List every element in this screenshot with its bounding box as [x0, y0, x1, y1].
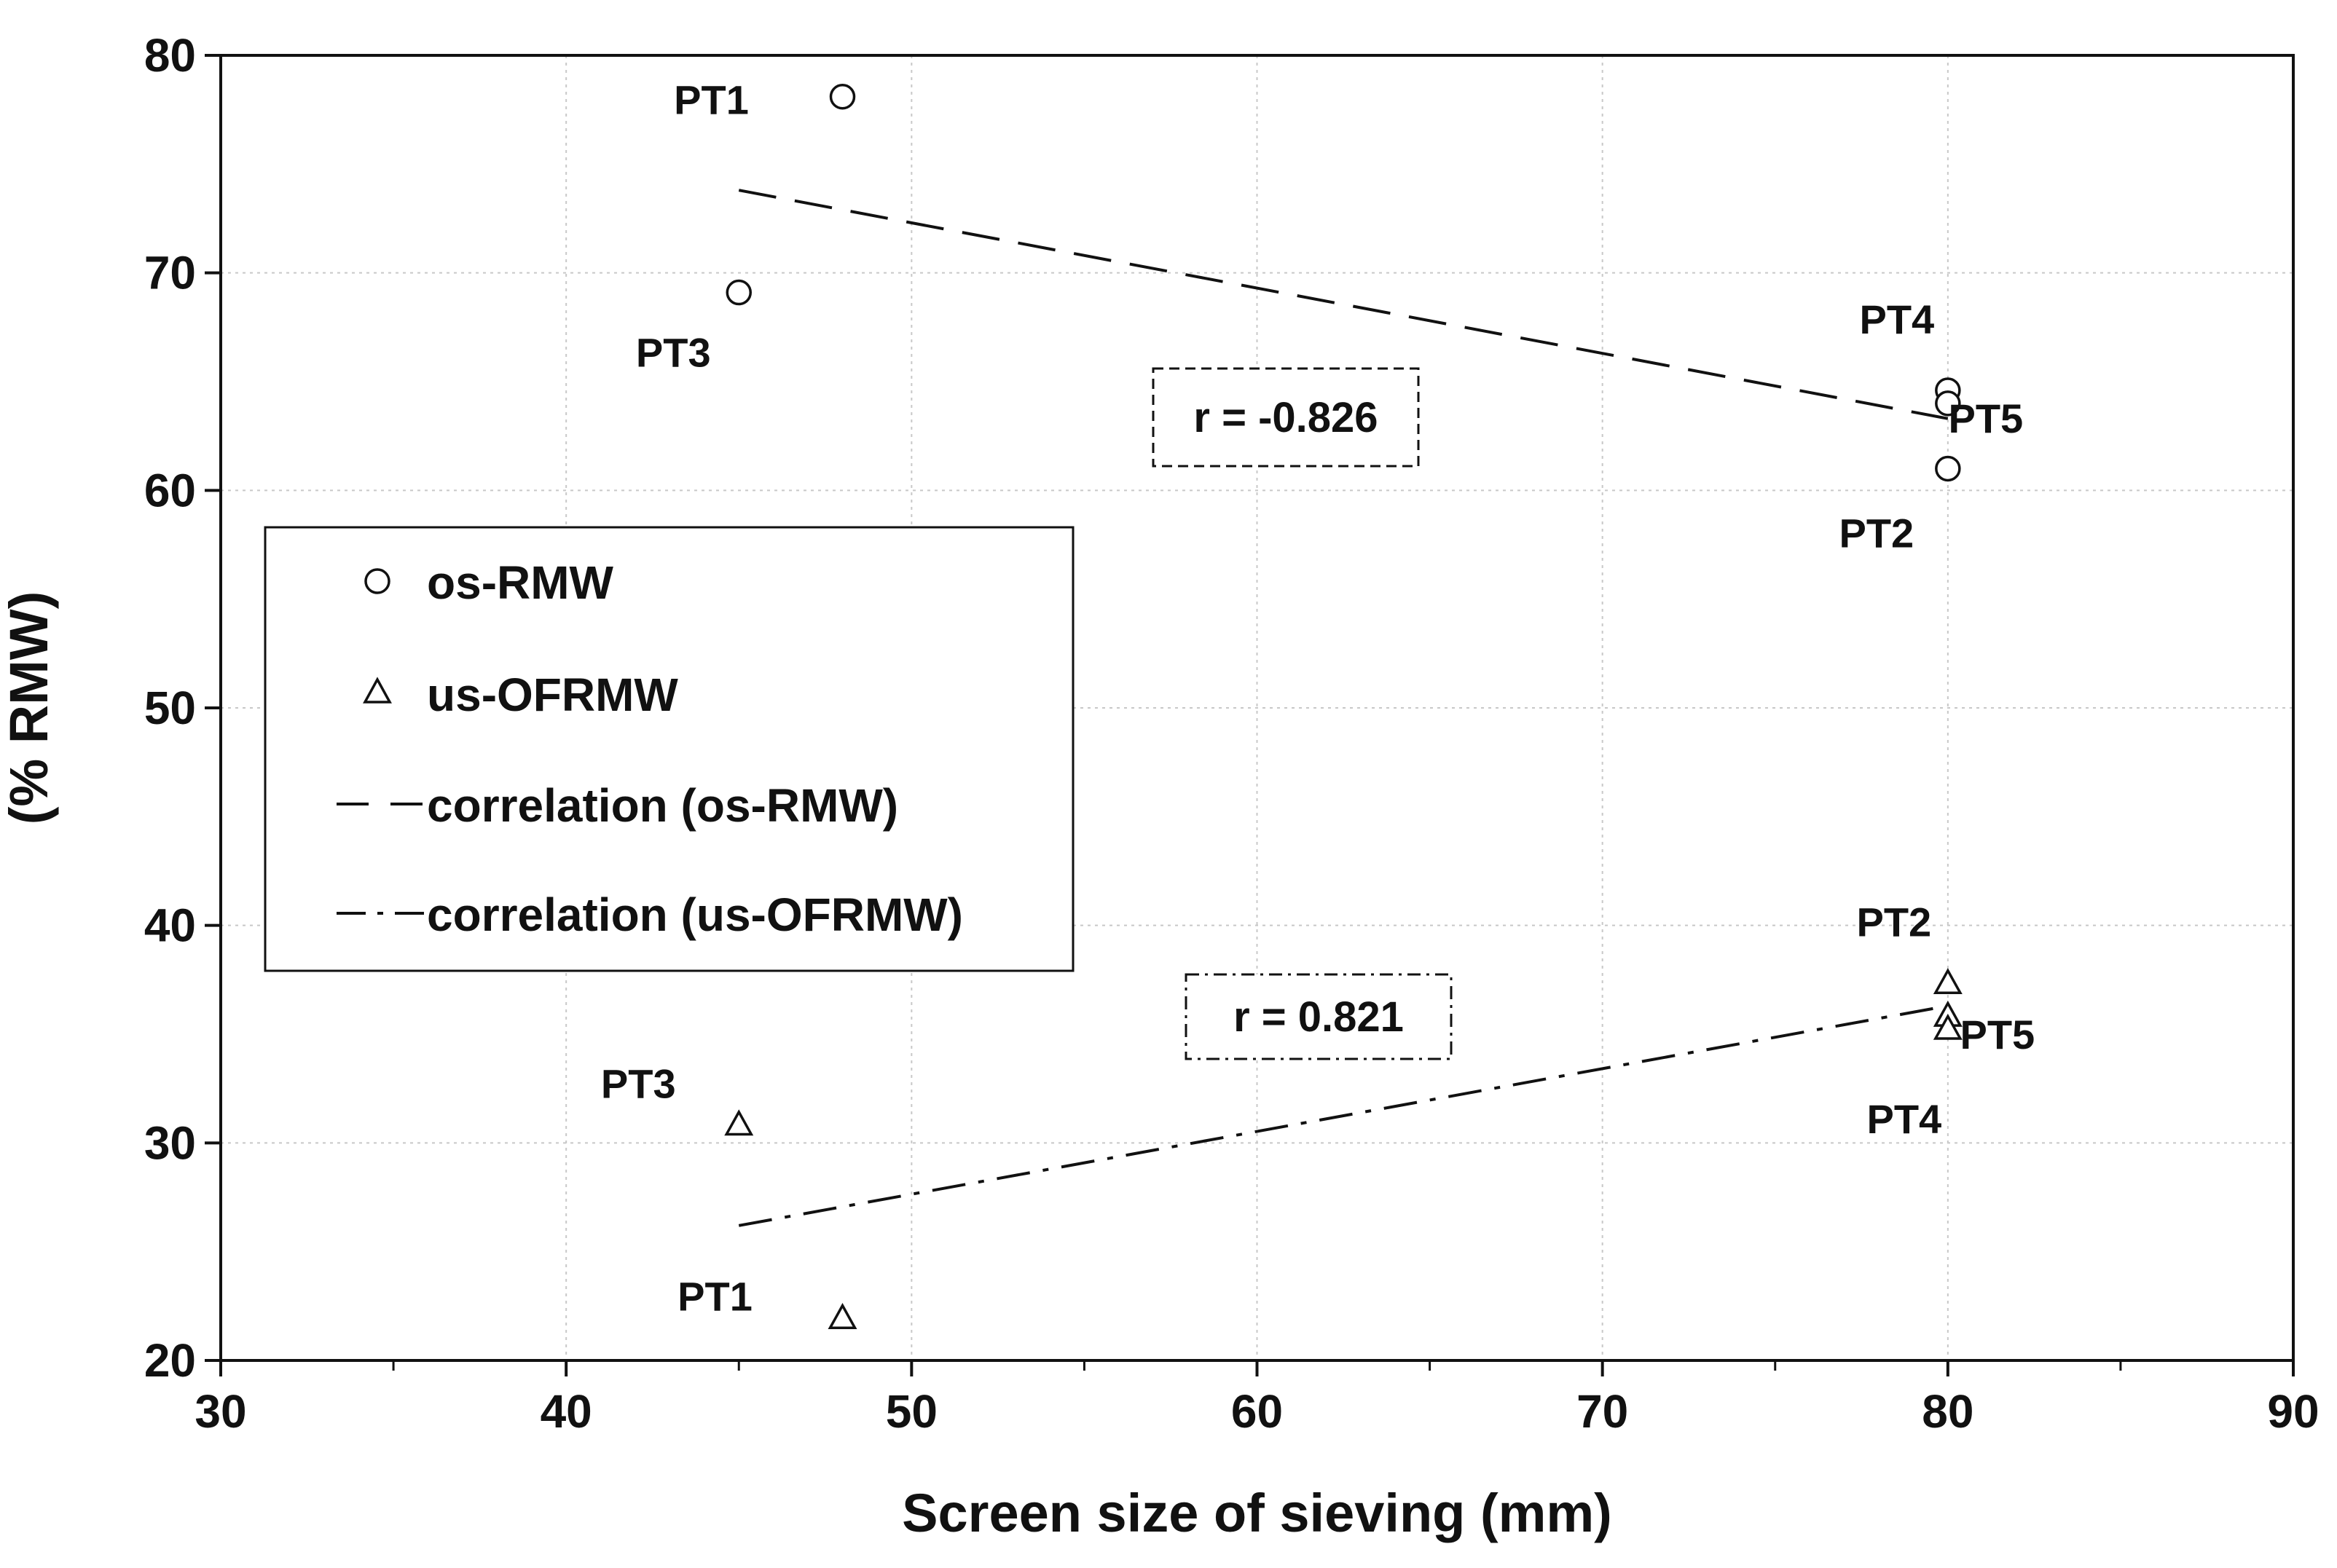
point-label: PT5: [1960, 1012, 2035, 1057]
y-tick-label: 80: [144, 29, 196, 82]
legend-label: os-RMW: [427, 556, 614, 609]
x-tick-label: 80: [1922, 1385, 1973, 1438]
us-ofrmw-point: [1933, 1013, 1963, 1040]
point-label: PT4: [1866, 1096, 1941, 1142]
y-tick-label: 60: [144, 464, 196, 516]
data-points: PT1 PT3 PT4 PT5 PT2 PT2 PT5 PT4 PT3 PT1: [601, 77, 2035, 1330]
correlation-boxes: r = -0.826 r = 0.821: [1152, 367, 1453, 1060]
legend: os-RMW us-OFRMW correlation (os-RMW) correl…: [264, 526, 1075, 972]
y-axis-title: (% RMW): [0, 591, 59, 825]
point-label: PT1: [674, 77, 749, 123]
y-tick-label: 20: [144, 1334, 196, 1387]
us-ofrmw-point: [1933, 968, 1963, 995]
y-tick-label: 50: [144, 682, 196, 734]
us-ofrmw-point: [724, 1109, 754, 1136]
legend-label: correlation (os-RMW): [427, 779, 898, 832]
x-tick-label: 50: [886, 1385, 938, 1438]
grid-lines: [221, 55, 2293, 1360]
x-tick-label: 70: [1576, 1385, 1628, 1438]
us-ofrmw-point: [828, 1303, 857, 1330]
os-rmw-point: [1935, 390, 1961, 417]
legend-circle-symbol: [364, 568, 390, 594]
y-tick-label: 30: [144, 1116, 196, 1169]
point-label: PT3: [636, 330, 711, 376]
trendline-os-rmw: [738, 189, 1949, 420]
correlation-r-label: r = 0.821: [1233, 993, 1404, 1041]
point-label: PT4: [1859, 296, 1934, 342]
legend-box: [264, 526, 1075, 972]
x-tick-label: 60: [1231, 1385, 1283, 1438]
legend-triangle-symbol: [363, 677, 392, 704]
legend-label: correlation (us-OFRMW): [427, 889, 963, 941]
x-axis-title: Screen size of sieving (mm): [902, 1483, 1612, 1543]
legend-label: us-OFRMW: [427, 669, 678, 721]
correlation-box: [1152, 367, 1420, 468]
point-label: PT3: [601, 1060, 676, 1106]
trendlines: [738, 189, 1949, 1227]
os-rmw-point: [726, 279, 752, 306]
correlation-box: [1185, 973, 1453, 1060]
x-tick-label: 40: [541, 1385, 592, 1438]
y-tick-label: 40: [144, 899, 196, 952]
x-tick-label: 90: [2267, 1385, 2319, 1438]
x-tick-label: 30: [195, 1385, 246, 1438]
os-rmw-point: [829, 83, 856, 110]
point-label: PT1: [677, 1273, 753, 1319]
point-label: PT5: [1948, 395, 2023, 441]
y-tick-label: 70: [144, 247, 196, 299]
correlation-r-label: r = -0.826: [1193, 394, 1378, 441]
trendline-us-ofrmw: [738, 1004, 1949, 1227]
os-rmw-point: [1935, 455, 1961, 482]
point-label: PT2: [1839, 510, 1914, 556]
point-label: PT2: [1856, 899, 1931, 945]
